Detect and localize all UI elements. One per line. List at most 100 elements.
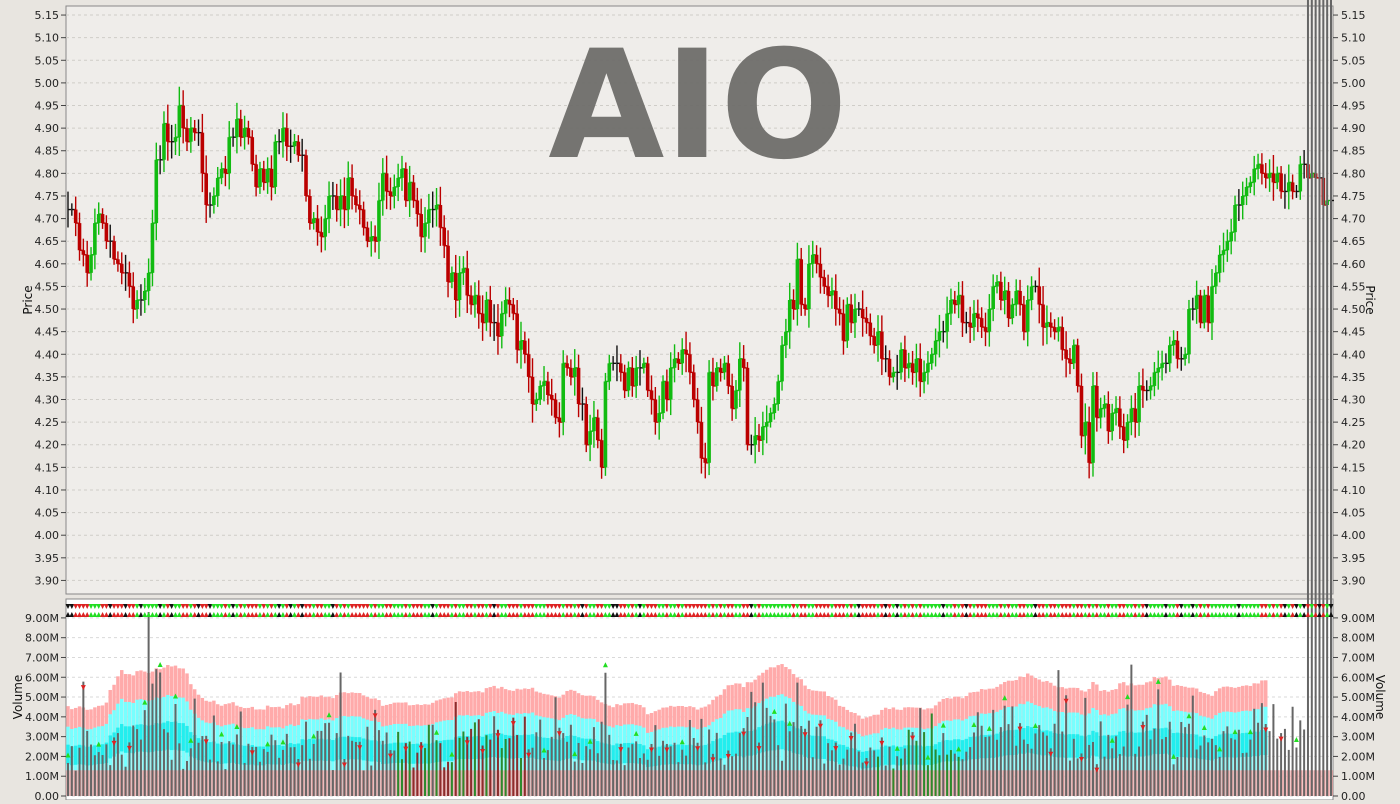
signal-marker bbox=[602, 612, 608, 617]
signal-marker bbox=[514, 612, 520, 617]
signal-marker bbox=[1078, 612, 1084, 617]
volume-arrow-marker bbox=[480, 749, 486, 755]
signal-marker bbox=[480, 604, 486, 609]
signal-marker bbox=[879, 612, 885, 617]
signal-marker bbox=[107, 612, 113, 617]
signal-marker bbox=[1121, 612, 1127, 617]
signal-marker bbox=[1052, 604, 1058, 609]
signal-marker bbox=[1067, 604, 1073, 609]
signal-marker bbox=[341, 604, 347, 609]
signal-marker bbox=[284, 604, 290, 609]
signal-marker bbox=[1013, 612, 1019, 617]
price-tick-label: 4.95 bbox=[35, 100, 60, 113]
signal-marker bbox=[1232, 604, 1238, 609]
signal-marker bbox=[1017, 612, 1023, 617]
signal-marker bbox=[414, 604, 420, 609]
volume-band-inner bbox=[1029, 727, 1034, 754]
volume-band-inner bbox=[580, 738, 585, 761]
signal-marker bbox=[1324, 612, 1330, 617]
signal-marker bbox=[257, 604, 263, 609]
signal-marker bbox=[1117, 604, 1123, 609]
signal-marker bbox=[948, 604, 954, 609]
signal-marker bbox=[564, 612, 570, 617]
signal-marker bbox=[464, 612, 470, 617]
signal-marker bbox=[230, 612, 236, 617]
signal-marker bbox=[890, 604, 896, 609]
volume-arrow-marker bbox=[971, 721, 977, 727]
volume-tick-label: 6.00M bbox=[25, 671, 59, 684]
signal-marker bbox=[142, 612, 148, 617]
signal-marker bbox=[875, 604, 881, 609]
signal-marker bbox=[887, 604, 893, 609]
price-bar bbox=[67, 191, 71, 228]
price-tick-label: 4.90 bbox=[35, 122, 60, 135]
signal-marker bbox=[898, 612, 904, 617]
signal-marker bbox=[1075, 612, 1081, 617]
signal-marker bbox=[695, 612, 701, 617]
volume-band-inner bbox=[937, 742, 942, 763]
signal-marker bbox=[902, 612, 908, 617]
signal-marker bbox=[361, 612, 367, 617]
price-bar bbox=[538, 380, 544, 405]
signal-marker bbox=[372, 604, 378, 609]
signal-marker bbox=[541, 612, 547, 617]
signal-marker bbox=[434, 604, 440, 609]
price-plot-area bbox=[65, 5, 1334, 595]
signal-marker bbox=[956, 612, 962, 617]
volume-arrow-marker bbox=[802, 732, 808, 738]
signal-marker bbox=[100, 604, 106, 609]
signal-marker bbox=[272, 604, 278, 609]
price-tick-label: 4.05 bbox=[35, 507, 60, 520]
price-tick-label: 4.20 bbox=[35, 439, 60, 452]
signal-marker bbox=[1201, 612, 1207, 617]
signal-marker bbox=[207, 612, 213, 617]
signal-marker bbox=[311, 612, 317, 617]
signal-marker bbox=[729, 604, 735, 609]
signal-marker bbox=[96, 604, 102, 609]
signal-marker bbox=[526, 612, 532, 617]
signal-marker bbox=[338, 604, 344, 609]
signal-marker bbox=[157, 612, 163, 617]
signal-marker bbox=[837, 604, 843, 609]
volume-tick-label: 2.00M bbox=[25, 750, 59, 763]
signal-marker bbox=[1036, 604, 1042, 609]
signal-marker bbox=[1082, 612, 1088, 617]
signal-marker bbox=[668, 612, 674, 617]
signal-marker bbox=[153, 612, 159, 617]
volume-band-inner bbox=[1244, 732, 1249, 757]
volume-band-inner bbox=[526, 734, 531, 759]
volume-band-inner bbox=[1240, 733, 1245, 757]
volume-band-inner bbox=[611, 745, 615, 765]
signal-marker bbox=[913, 604, 919, 609]
signal-marker bbox=[1075, 604, 1081, 609]
signal-marker bbox=[157, 604, 163, 609]
price-tick-label: 4.75 bbox=[1341, 190, 1366, 203]
signal-marker bbox=[238, 604, 244, 609]
signal-marker bbox=[211, 612, 217, 617]
signal-marker bbox=[629, 612, 635, 617]
signal-marker bbox=[748, 604, 754, 609]
signal-marker bbox=[518, 612, 524, 617]
signal-marker bbox=[1063, 604, 1069, 609]
signal-marker bbox=[311, 604, 317, 609]
volume-band-inner bbox=[1068, 734, 1072, 758]
signal-marker bbox=[1125, 612, 1131, 617]
signal-marker bbox=[303, 612, 309, 617]
signal-marker bbox=[664, 612, 670, 617]
price-bar bbox=[768, 407, 774, 428]
signal-marker bbox=[1155, 604, 1161, 609]
signal-marker bbox=[1236, 612, 1242, 617]
signal-marker bbox=[361, 604, 367, 609]
signal-marker bbox=[675, 604, 681, 609]
signal-marker bbox=[1094, 604, 1100, 609]
price-bar bbox=[1298, 155, 1304, 200]
signal-marker bbox=[982, 604, 988, 609]
signal-marker bbox=[188, 604, 194, 609]
signal-marker bbox=[92, 604, 98, 609]
price-tick-label: 4.55 bbox=[35, 280, 60, 293]
signal-marker bbox=[1305, 612, 1311, 617]
signal-marker bbox=[153, 604, 159, 609]
signal-marker bbox=[798, 612, 804, 617]
signal-marker bbox=[752, 604, 758, 609]
